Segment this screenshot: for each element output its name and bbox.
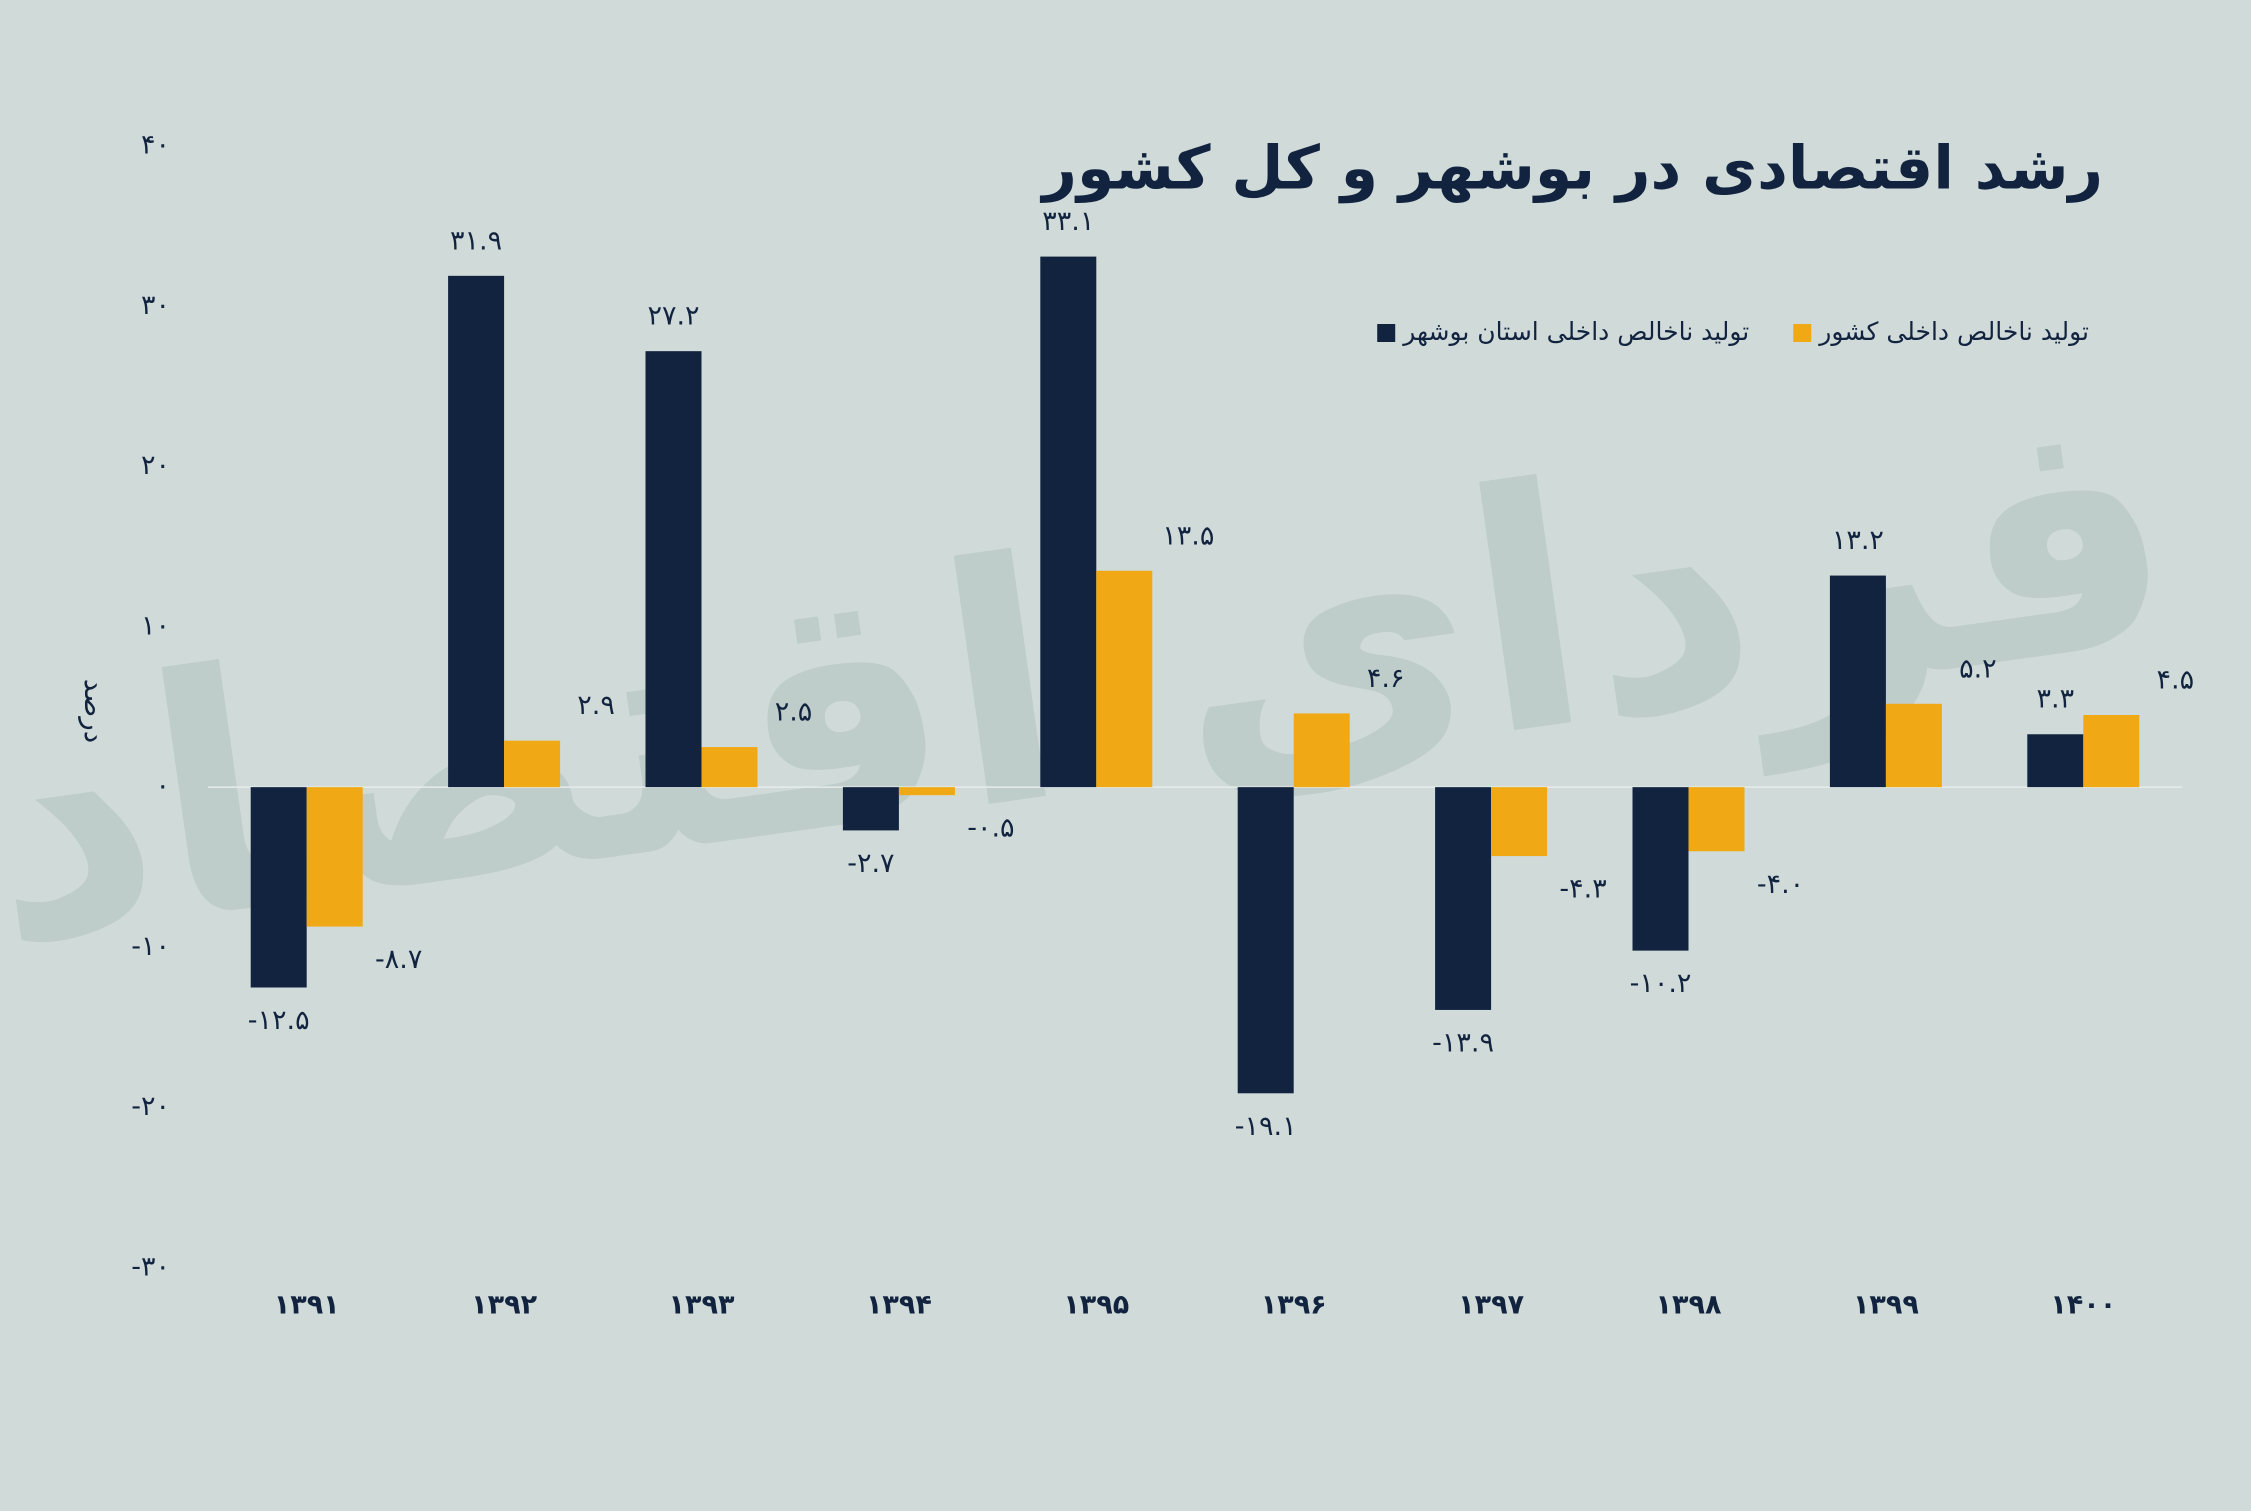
data-label: ۴.۵ <box>2157 665 2195 696</box>
bar <box>448 275 505 788</box>
chart-title: رشد اقتصادی در بوشهر و کل کشور <box>1039 134 2103 204</box>
data-label: -۱۲.۵ <box>248 1005 310 1036</box>
bar <box>1491 787 1548 857</box>
y-tick-label: ۲۰ <box>141 450 170 481</box>
x-tick-label: ۱۳۹۶ <box>1261 1290 1327 1321</box>
data-label: -۰.۵ <box>967 813 1014 844</box>
bar <box>1688 787 1745 852</box>
data-label: -۴.۳ <box>1559 874 1606 905</box>
bar <box>504 740 561 788</box>
legend-swatch <box>1793 324 1812 342</box>
bar <box>306 787 363 927</box>
bar <box>1435 787 1492 1010</box>
x-tick-label: ۱۳۹۱ <box>274 1290 340 1321</box>
data-label: -۱۳.۹ <box>1432 1027 1494 1058</box>
bar <box>842 787 899 831</box>
data-label: -۴.۰ <box>1757 869 1804 900</box>
legend-swatch <box>1377 324 1396 342</box>
bar <box>645 351 702 788</box>
bar <box>1293 713 1350 788</box>
data-label: ۲.۹ <box>577 690 615 721</box>
x-tick-label: ۱۳۹۸ <box>1656 1290 1722 1321</box>
legend-label: تولید ناخالص داخلی استان بوشهر <box>1401 317 1749 347</box>
x-tick-label: ۱۴۰۰ <box>2050 1290 2116 1321</box>
bar <box>701 747 758 788</box>
bar <box>898 787 955 796</box>
data-label: ۲.۵ <box>775 697 813 728</box>
data-label: ۱۳.۵ <box>1162 520 1214 551</box>
x-tick-label: ۱۳۹۲ <box>471 1290 537 1321</box>
y-tick-label: -۳۰ <box>131 1252 170 1283</box>
x-tick-label: ۱۳۹۴ <box>866 1290 932 1321</box>
data-label: ۲۷.۲ <box>647 301 699 332</box>
x-tick-label: ۱۳۹۷ <box>1458 1290 1524 1321</box>
y-axis-title: درصد <box>78 679 111 743</box>
legend-label: تولید ناخالص داخلی کشور <box>1817 317 2089 346</box>
bar <box>2027 734 2084 788</box>
data-label: ۳۳.۱ <box>1042 206 1094 237</box>
y-tick-label: ۱۰ <box>141 610 170 641</box>
data-label: ۵.۲ <box>1959 653 1997 684</box>
bar <box>1040 256 1097 788</box>
data-label: -۱۰.۲ <box>1630 968 1692 999</box>
bar <box>250 787 307 988</box>
data-label: ۳.۳ <box>2037 684 2075 715</box>
data-label: -۱۹.۱ <box>1235 1111 1297 1142</box>
data-label: -۲.۷ <box>847 848 894 879</box>
bar <box>2083 715 2140 788</box>
x-tick-label: ۱۳۹۳ <box>669 1290 735 1321</box>
y-tick-label: -۲۰ <box>131 1091 170 1122</box>
x-tick-label: ۱۳۹۵ <box>1063 1290 1129 1321</box>
data-label: ۳۱.۹ <box>450 225 502 256</box>
y-tick-label: ۰ <box>155 771 170 802</box>
bar <box>1885 703 1942 788</box>
y-tick-label: ۴۰ <box>141 130 170 161</box>
x-tick-label: ۱۳۹۹ <box>1853 1290 1919 1321</box>
bar <box>1096 570 1153 788</box>
y-tick-label: ۳۰ <box>141 290 170 321</box>
data-label: ۴.۶ <box>1367 663 1405 694</box>
y-tick-label: -۱۰ <box>131 931 170 962</box>
bar <box>1237 787 1294 1094</box>
bar <box>1829 575 1886 788</box>
data-label: ۱۳.۲ <box>1832 525 1884 556</box>
bar <box>1632 787 1689 951</box>
data-label: -۸.۷ <box>375 944 422 975</box>
